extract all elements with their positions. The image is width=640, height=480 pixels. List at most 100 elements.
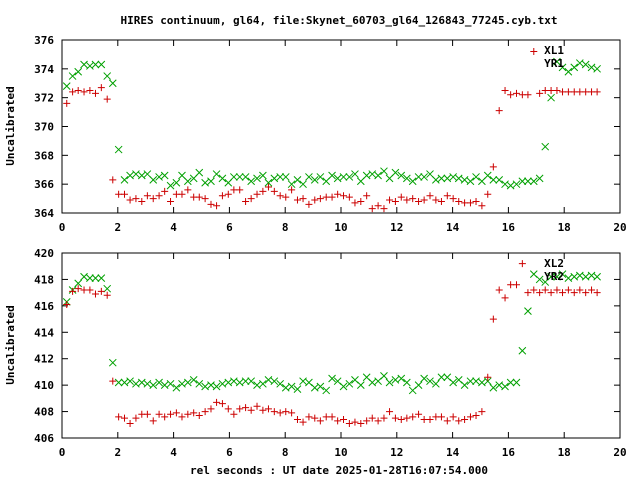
data-point	[363, 417, 371, 425]
data-point	[559, 289, 567, 297]
data-point	[270, 174, 279, 183]
data-point	[582, 88, 590, 96]
y-tick-label: 420	[34, 247, 54, 260]
data-point	[91, 89, 99, 97]
data-point	[340, 416, 348, 423]
data-point	[443, 174, 452, 183]
data-point	[63, 301, 71, 309]
data-point	[403, 196, 411, 204]
data-point	[91, 274, 100, 282]
y-tick-label: 408	[34, 406, 54, 419]
x-tick-label: 20	[613, 446, 626, 459]
data-point	[270, 408, 278, 416]
data-point	[299, 180, 307, 189]
data-point	[316, 195, 324, 203]
data-point	[253, 381, 261, 389]
data-point	[282, 193, 290, 201]
data-point	[483, 171, 492, 180]
data-point	[397, 374, 406, 383]
data-point	[351, 418, 359, 426]
data-point	[247, 177, 256, 186]
data-point	[310, 175, 319, 184]
data-point	[230, 186, 238, 194]
x-tick-label: 10	[334, 446, 347, 459]
series-yr1	[63, 48, 601, 213]
data-point	[449, 378, 458, 387]
x-tick-label: 6	[226, 446, 233, 459]
data-point	[126, 171, 134, 180]
data-point	[506, 378, 515, 387]
x-tick-label: 4	[170, 446, 177, 459]
data-point	[316, 173, 325, 181]
data-point	[241, 377, 250, 386]
data-point	[489, 383, 498, 392]
data-point	[420, 196, 428, 204]
data-point	[213, 202, 221, 210]
data-point	[437, 197, 445, 205]
data-point	[264, 405, 272, 413]
data-point	[161, 187, 169, 195]
data-point	[328, 413, 336, 421]
data-point	[287, 180, 296, 189]
data-point	[264, 376, 273, 384]
data-point	[259, 171, 267, 180]
data-point	[264, 178, 273, 187]
data-point	[391, 414, 399, 422]
y-tick-label: 376	[34, 34, 54, 47]
data-point	[587, 63, 596, 72]
data-point	[460, 175, 469, 184]
data-point	[86, 62, 94, 70]
data-point	[137, 171, 146, 180]
data-point	[293, 196, 301, 204]
data-point	[495, 381, 504, 389]
data-point	[247, 406, 255, 414]
data-point	[529, 177, 538, 186]
data-point	[195, 193, 203, 201]
data-point	[201, 195, 209, 203]
data-point	[356, 381, 365, 389]
data-point	[322, 413, 330, 421]
data-point	[455, 197, 463, 205]
data-point	[149, 175, 158, 184]
data-point	[524, 307, 532, 315]
data-point	[408, 177, 417, 186]
data-point	[501, 180, 509, 189]
data-point	[535, 174, 544, 183]
data-point	[541, 142, 550, 151]
data-point	[357, 419, 365, 427]
data-point	[305, 200, 313, 208]
x-tick-label: 0	[59, 446, 66, 459]
data-point	[437, 174, 446, 183]
y-tick-label: 412	[34, 353, 54, 366]
data-point	[218, 400, 226, 408]
data-point	[69, 88, 77, 96]
data-point	[80, 286, 88, 294]
data-point	[109, 377, 117, 385]
data-point	[183, 378, 192, 387]
data-point	[178, 413, 186, 421]
data-point	[74, 67, 83, 76]
x-tick-label: 18	[558, 221, 571, 234]
data-point	[328, 171, 336, 180]
x-tick-label: 2	[114, 446, 121, 459]
data-point	[432, 379, 440, 388]
data-point	[541, 286, 549, 294]
data-point	[149, 195, 157, 203]
data-point	[91, 290, 99, 298]
data-point	[454, 174, 463, 183]
data-point	[281, 173, 290, 181]
data-point	[414, 173, 423, 181]
data-point	[570, 63, 579, 72]
series-xl1	[62, 57, 601, 190]
data-point	[558, 270, 567, 278]
data-point	[466, 177, 475, 186]
x-tick-label: 12	[390, 446, 403, 459]
y-tick-label: 416	[34, 300, 54, 313]
data-point	[97, 84, 105, 92]
data-point	[518, 260, 526, 268]
y-tick-label: 364	[34, 207, 54, 220]
data-point	[386, 408, 394, 416]
data-point	[466, 199, 474, 207]
data-point	[195, 168, 204, 177]
data-point	[126, 419, 134, 427]
